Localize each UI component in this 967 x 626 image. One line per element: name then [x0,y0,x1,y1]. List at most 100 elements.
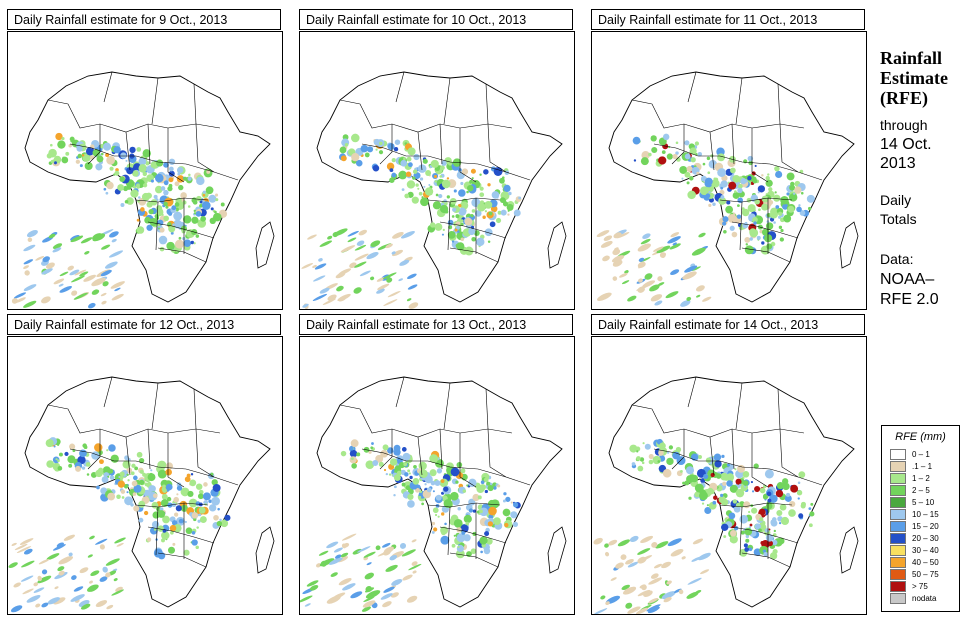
legend-item: 30 – 40 [890,544,959,556]
legend-item: 0 – 1 [890,448,959,460]
legend-swatch [890,592,906,604]
legend-rows: 0 – 1 .1 – 1 1 – 2 2 – 5 5 – 10 10 – 15 15 – 2… [882,448,959,604]
source-line-1: NOAA– [880,271,935,288]
legend-item: 5 – 10 [890,496,959,508]
panel-title: Daily Rainfall estimate for 14 Oct., 201… [591,314,865,335]
rfe-legend: RFE (mm) 0 – 1 .1 – 1 1 – 2 2 – 5 5 – 10 10 –… [881,425,960,612]
legend-label: 30 – 40 [912,545,939,555]
legend-item: 15 – 20 [890,520,959,532]
ocean-rain-band [593,535,711,614]
legend-label: nodata [912,593,937,603]
legend-swatch [890,520,906,532]
legend-swatch [890,532,906,544]
ocean-rain-band [300,533,422,612]
africa-map-svg [593,376,859,614]
africa-map-svg [11,71,275,309]
africa-map-svg [596,71,859,307]
legend-label: .1 – 1 [912,461,933,471]
legend-swatch [890,544,906,556]
rfe-panel-oct-11: Daily Rainfall estimate for 11 Oct., 201… [591,9,867,310]
africa-map-svg [300,376,567,612]
legend-swatch [890,484,906,496]
country-borders [339,376,531,568]
date-line-2: 2013 [880,155,916,172]
legend-swatch [890,568,906,580]
africa-map [299,31,575,310]
legend-label: 2 – 5 [912,485,930,495]
legend-label: 1 – 2 [912,473,930,483]
legend-swatch [890,448,906,460]
legend-item: nodata [890,592,959,604]
africa-coastline [316,376,563,608]
panel-title: Daily Rainfall estimate for 10 Oct., 201… [299,9,573,30]
date-line-1: 14 Oct. [880,136,932,153]
country-borders [631,376,823,568]
madagascar-outline [839,221,859,269]
legend-swatch [890,496,906,508]
legend-label: 50 – 75 [912,569,939,579]
africa-map [7,336,283,615]
rainfall-field [340,439,521,559]
legend-item: 20 – 30 [890,532,959,544]
country-borders [47,71,239,263]
title-line: Rainfall [880,48,943,68]
africa-coastline [24,71,271,303]
africa-map-svg [8,376,275,613]
daily-label: Daily [880,192,912,208]
madagascar-outline [839,526,859,574]
totals-label: Totals [880,211,917,227]
ocean-rain-band [596,229,712,307]
title-line: Estimate [880,68,948,88]
legend-swatch [890,580,906,592]
rfe-panel-oct-10: Daily Rainfall estimate for 10 Oct., 201… [299,9,575,310]
legend-item: 2 – 5 [890,484,959,496]
panel-title: Daily Rainfall estimate for 11 Oct., 201… [591,9,865,30]
africa-map [591,31,867,310]
ocean-rain-band [301,228,419,309]
data-label: Data: [880,251,914,267]
africa-map [7,31,283,310]
madagascar-outline [547,221,567,269]
africa-map [591,336,867,615]
rainfall-field [632,133,815,255]
rainfall-field [339,133,522,256]
country-borders [47,376,239,568]
legend-label: 20 – 30 [912,533,939,543]
source-line-2: RFE 2.0 [880,291,939,308]
legend-swatch [890,556,906,568]
country-borders [631,71,823,263]
panel-title: Daily Rainfall estimate for 9 Oct., 2013 [7,9,281,30]
legend-label: 15 – 20 [912,521,939,531]
rfe-panel-oct-14: Daily Rainfall estimate for 14 Oct., 201… [591,314,867,615]
legend-title: RFE (mm) [895,431,946,443]
product-title: Rainfall Estimate (RFE) [880,48,948,108]
rfe-panel-oct-12: Daily Rainfall estimate for 12 Oct., 201… [7,314,283,615]
rainfall-field [45,437,231,560]
legend-item: 50 – 75 [890,568,959,580]
through-label: through [880,117,928,133]
title-line: (RFE) [880,88,928,108]
legend-item: > 75 [890,580,959,592]
country-borders [339,71,531,263]
panel-title: Daily Rainfall estimate for 13 Oct., 201… [299,314,573,335]
ocean-rain-band [11,229,125,309]
legend-item: 1 – 2 [890,472,959,484]
ocean-rain-band [8,534,126,613]
africa-map-svg [301,71,567,309]
legend-swatch [890,508,906,520]
legend-swatch [890,472,906,484]
madagascar-outline [255,221,275,269]
legend-label: 40 – 50 [912,557,939,567]
madagascar-outline [547,526,567,574]
rfe-panel-oct-9: Daily Rainfall estimate for 9 Oct., 2013 [7,9,283,310]
legend-label: 10 – 15 [912,509,939,519]
legend-label: > 75 [912,581,928,591]
panel-title: Daily Rainfall estimate for 12 Oct., 201… [7,314,281,335]
rainfall-field [46,132,228,254]
legend-swatch [890,460,906,472]
rfe-panel-oct-13: Daily Rainfall estimate for 13 Oct., 201… [299,314,575,615]
madagascar-outline [255,526,275,574]
legend-item: .1 – 1 [890,460,959,472]
legend-label: 0 – 1 [912,449,930,459]
legend-item: 40 – 50 [890,556,959,568]
